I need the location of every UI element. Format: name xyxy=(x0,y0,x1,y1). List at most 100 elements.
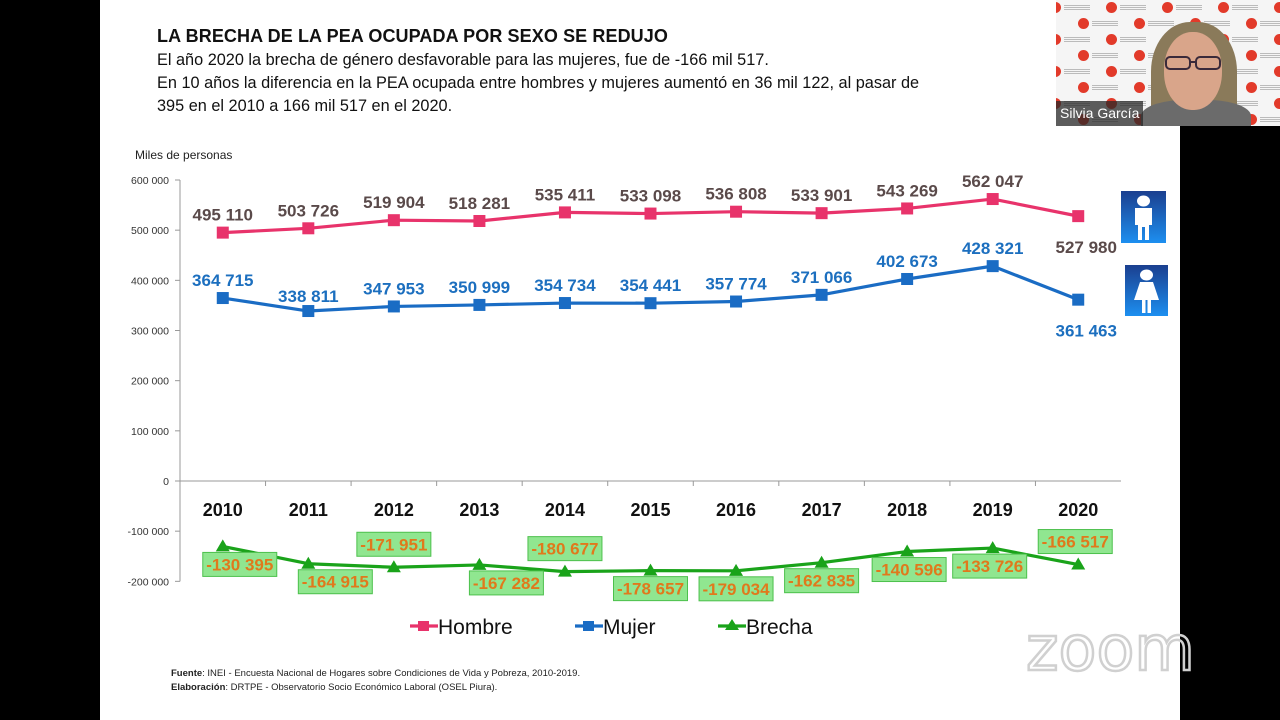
data-label: 543 269 xyxy=(876,181,937,200)
data-label: -140 596 xyxy=(876,561,943,580)
backdrop-logo-text xyxy=(1064,5,1090,11)
data-point-marker xyxy=(302,222,315,235)
x-category-label: 2018 xyxy=(887,500,927,520)
data-label: 535 411 xyxy=(535,185,596,204)
data-point-marker xyxy=(215,539,230,552)
backdrop-logo-text xyxy=(1260,53,1280,59)
data-point-marker xyxy=(815,288,828,301)
backdrop-logo-icon xyxy=(1134,50,1145,61)
backdrop-logo-icon xyxy=(1246,18,1257,29)
data-point-marker xyxy=(387,214,400,227)
glasses-icon xyxy=(1165,56,1221,70)
x-category-label: 2017 xyxy=(802,500,842,520)
data-point-marker xyxy=(1072,210,1085,223)
backdrop-logo-icon xyxy=(1078,82,1089,93)
data-point-marker xyxy=(472,557,487,570)
data-label: -178 657 xyxy=(617,580,684,599)
data-label: 402 673 xyxy=(876,252,937,271)
data-label: 350 999 xyxy=(449,278,510,297)
y-tick-label: -100 000 xyxy=(128,526,170,538)
data-label: 518 281 xyxy=(449,194,510,213)
y-tick-label: 100 000 xyxy=(131,426,169,438)
series-brecha xyxy=(215,539,1086,577)
data-label-box xyxy=(613,576,688,602)
data-point-marker xyxy=(644,297,657,310)
chart-axes: 600 000 500 000 400 000 300 000 200 000 100 0… xyxy=(128,175,1121,588)
backdrop-logo-icon xyxy=(1274,66,1280,77)
presentation-slide: LA BRECHA DE LA PEA OCUPADA POR SEXO SE … xyxy=(100,0,1180,720)
y-tick-label: 500 000 xyxy=(131,225,169,237)
data-label-box xyxy=(468,570,544,596)
data-label: 527 980 xyxy=(1056,238,1117,257)
legend-item-mujer: Mujer xyxy=(575,616,656,639)
data-label: -180 677 xyxy=(531,540,598,559)
participant-video-tile[interactable]: Silvia García xyxy=(1056,0,1280,126)
data-point-marker xyxy=(730,295,743,308)
backdrop-logo-icon xyxy=(1134,18,1145,29)
backdrop-logo-text xyxy=(1204,21,1230,27)
backdrop-logo-icon xyxy=(1274,2,1280,13)
x-category-label: 2012 xyxy=(374,500,414,520)
data-point-marker xyxy=(302,305,315,318)
y-tick-label: -200 000 xyxy=(128,576,170,588)
data-point-marker xyxy=(387,300,400,313)
data-point-marker xyxy=(216,226,229,239)
x-category-label: 2010 xyxy=(203,500,243,520)
data-label-box xyxy=(871,557,947,583)
data-point-marker xyxy=(301,556,316,569)
data-label-box xyxy=(527,536,603,562)
legend-marker xyxy=(418,621,429,631)
data-label: 354 734 xyxy=(534,276,596,295)
y-tick-label: 600 000 xyxy=(131,175,169,187)
legend-item-hombre: Hombre xyxy=(410,616,513,639)
backdrop-logo-icon xyxy=(1246,82,1257,93)
data-label: 503 726 xyxy=(278,201,339,220)
backdrop-logo-text xyxy=(1092,85,1118,91)
data-label-box xyxy=(784,568,860,594)
data-label: 519 904 xyxy=(363,193,425,212)
line-chart: 600 000 500 000 400 000 300 000 200 000 100 0… xyxy=(128,172,1168,639)
data-label: 495 110 xyxy=(193,206,254,225)
backdrop-logo-text xyxy=(1232,37,1258,43)
data-label-box xyxy=(952,553,1028,579)
data-label: 338 811 xyxy=(278,287,339,306)
legend-marker xyxy=(583,621,594,631)
backdrop-logo-text xyxy=(1120,5,1146,11)
data-point-marker xyxy=(558,206,571,219)
x-category-label: 2016 xyxy=(716,500,756,520)
backdrop-logo-icon xyxy=(1056,2,1061,13)
backdrop-logo-icon xyxy=(1056,34,1061,45)
backdrop-logo-text xyxy=(1092,21,1118,27)
backdrop-logo-text xyxy=(1148,21,1174,27)
data-point-marker xyxy=(985,541,1000,554)
legend-label: Hombre xyxy=(438,616,513,639)
data-label: 428 321 xyxy=(962,239,1023,258)
data-label: -167 282 xyxy=(473,574,540,593)
backdrop-logo-icon xyxy=(1274,34,1280,45)
participant-name-tag: Silvia García xyxy=(1056,101,1144,126)
data-point-marker xyxy=(986,193,999,206)
series-mujer xyxy=(216,260,1085,318)
backdrop-logo-text xyxy=(1232,5,1258,11)
elaboration-label: Elaboración xyxy=(171,682,226,693)
y-tick-label: 0 xyxy=(163,476,169,488)
backdrop-logo-icon xyxy=(1134,82,1145,93)
backdrop-logo-text xyxy=(1064,37,1090,43)
backdrop-logo-icon xyxy=(1218,2,1229,13)
backdrop-logo-text xyxy=(1232,69,1258,75)
data-label: 354 441 xyxy=(620,276,681,295)
series-hombre xyxy=(216,193,1085,239)
legend-marker xyxy=(725,619,739,630)
backdrop-logo-text xyxy=(1120,37,1146,43)
zoom-watermark-logo: zoom xyxy=(1026,622,1196,678)
backdrop-logo-icon xyxy=(1246,114,1257,125)
data-label: 347 953 xyxy=(363,279,424,298)
data-point-marker xyxy=(386,560,401,573)
backdrop-logo-text xyxy=(1260,85,1280,91)
participant-face xyxy=(1164,32,1222,110)
data-label: -133 726 xyxy=(956,557,1023,576)
data-label: 562 047 xyxy=(962,172,1023,191)
x-category-label: 2013 xyxy=(459,500,499,520)
data-point-marker xyxy=(558,297,571,310)
x-category-label: 2019 xyxy=(973,500,1013,520)
